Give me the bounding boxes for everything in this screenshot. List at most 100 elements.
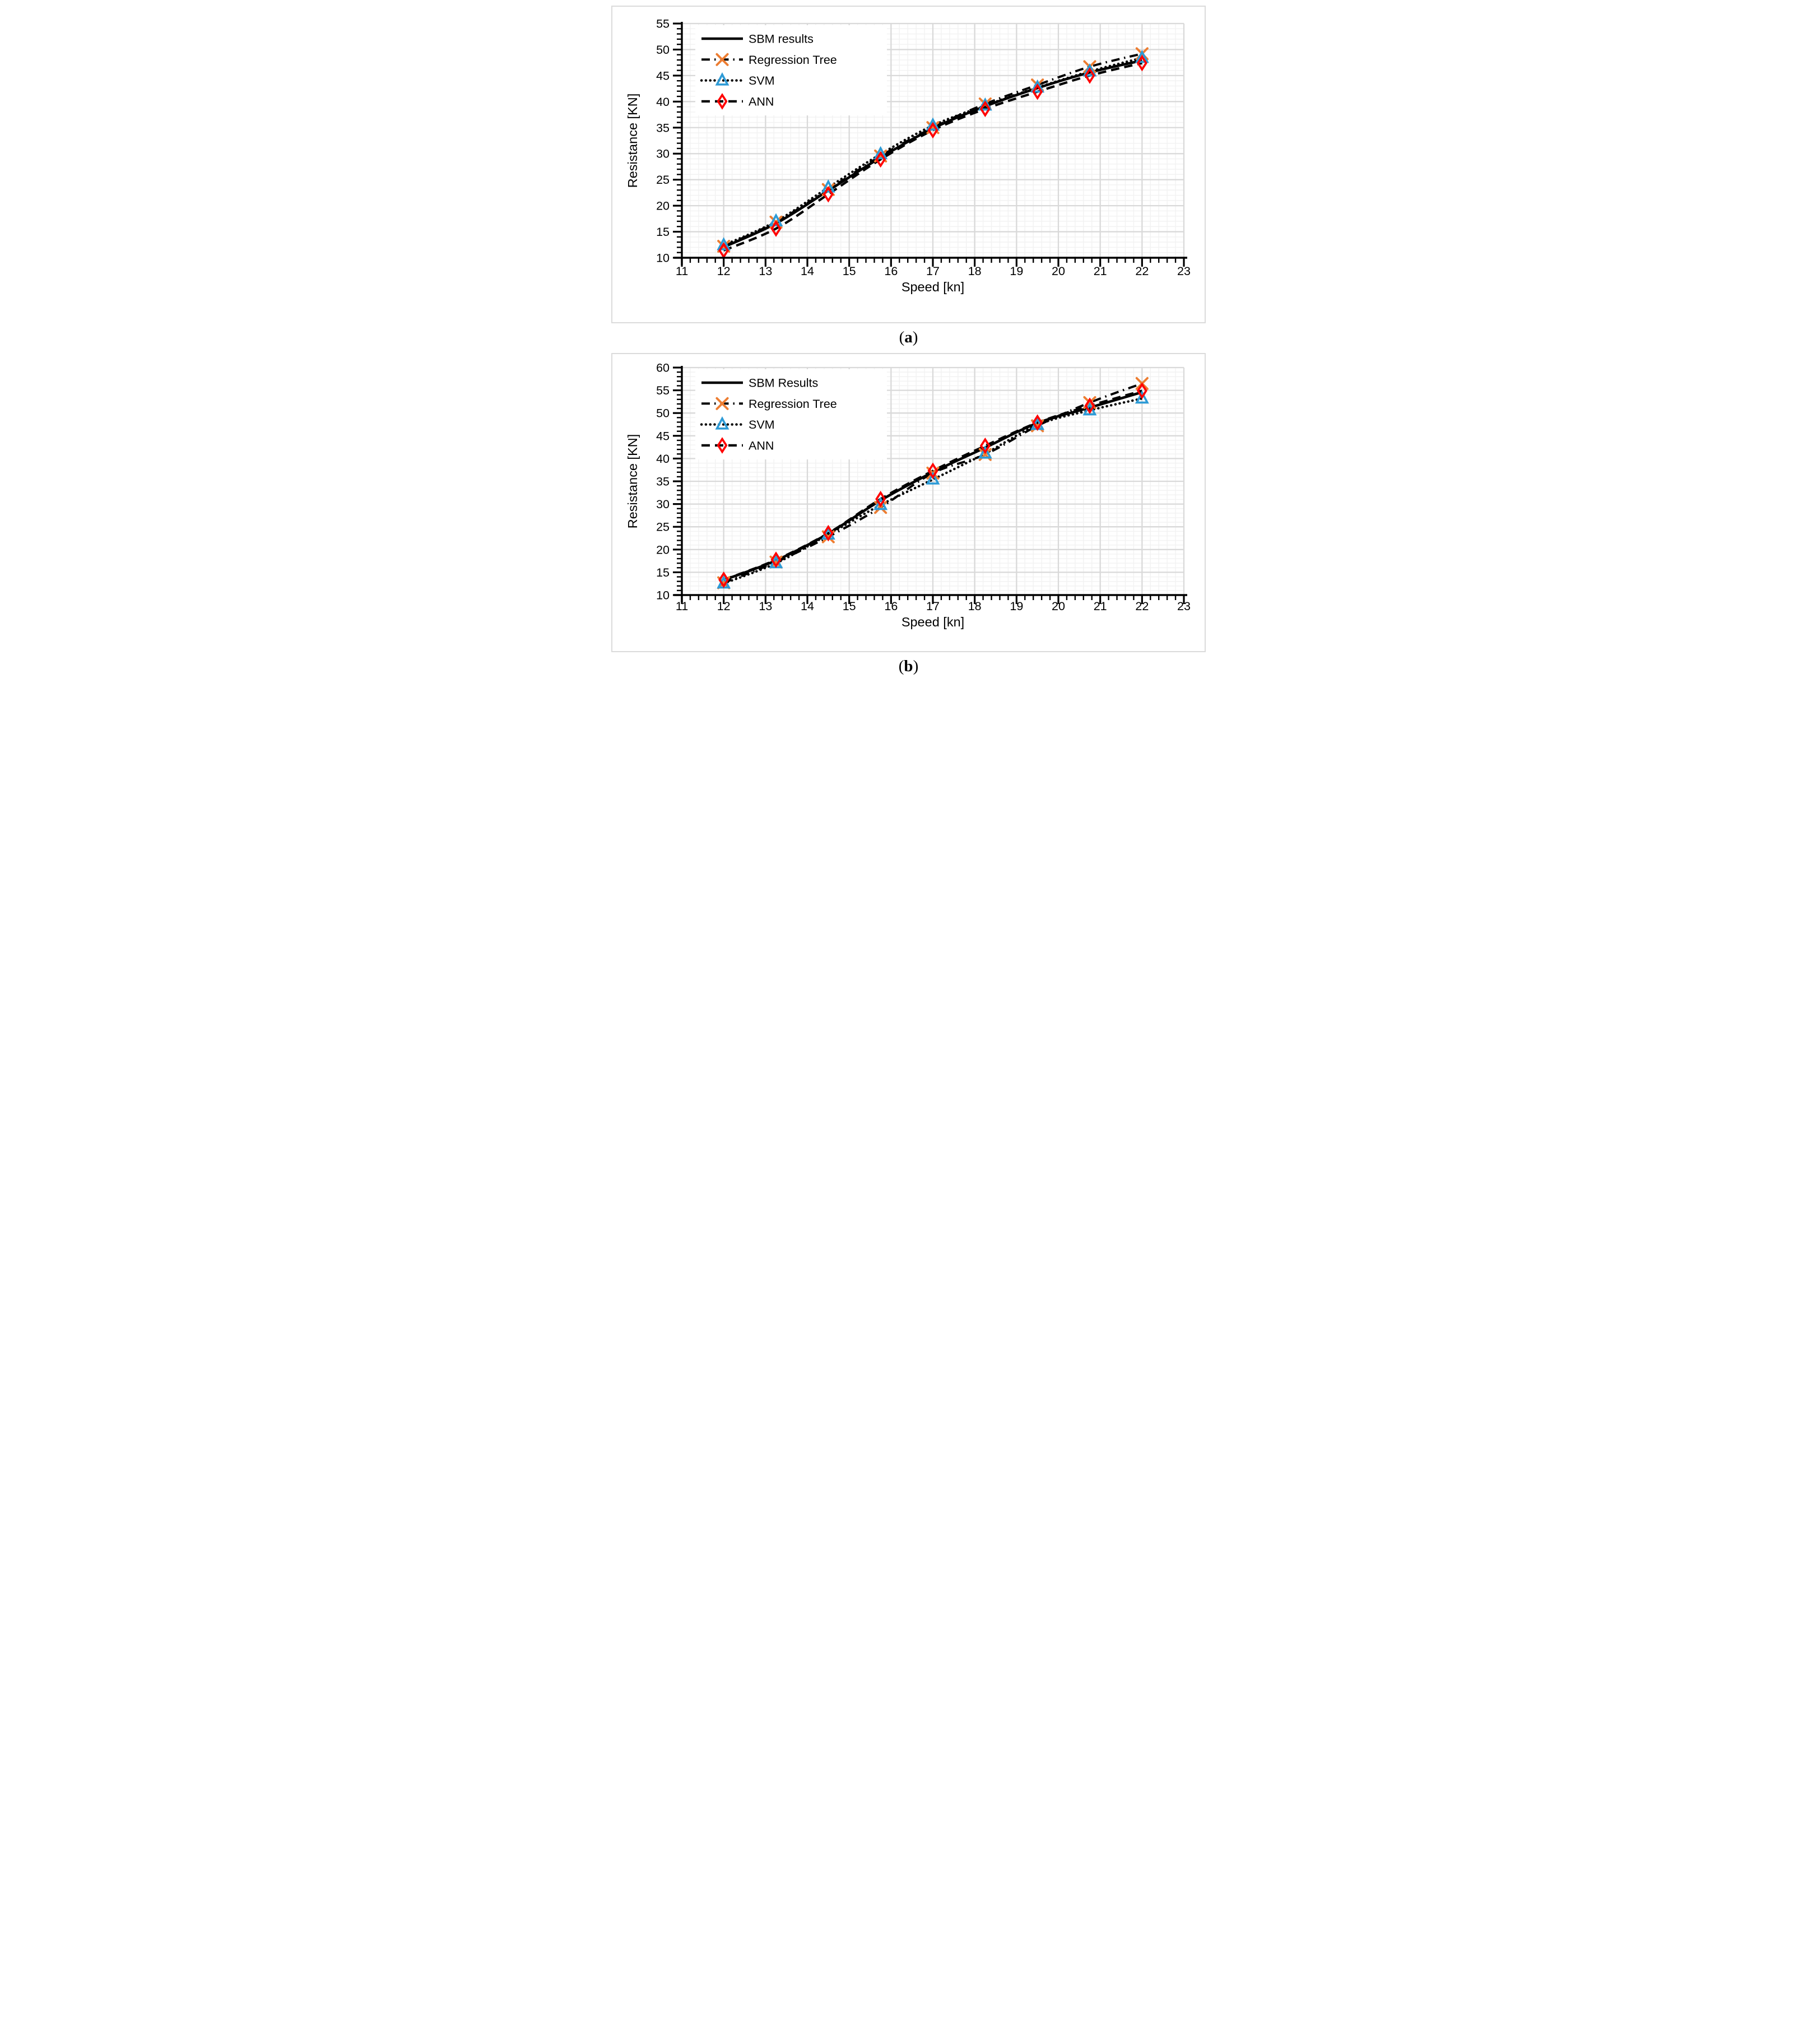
triangle-marker-icon bbox=[1135, 49, 1149, 63]
x-tick-label: 17 bbox=[926, 264, 940, 278]
y-tick-label: 55 bbox=[656, 384, 670, 397]
y-axis-title: Resistance [KN] bbox=[625, 94, 640, 188]
x-marker-icon bbox=[715, 53, 729, 66]
diamond-marker-icon bbox=[1084, 397, 1095, 415]
x-tick-label: 15 bbox=[843, 600, 856, 613]
caption-a-letter: a bbox=[904, 328, 913, 346]
legend-item-svm: SVM bbox=[700, 416, 775, 431]
diamond-marker-icon bbox=[822, 524, 834, 542]
y-tick-label: 20 bbox=[656, 543, 670, 556]
caption-b-close-paren: ) bbox=[913, 657, 919, 675]
diamond-marker-icon bbox=[717, 437, 728, 454]
series-markers-ann bbox=[718, 382, 1147, 588]
diamond-marker-icon bbox=[1032, 83, 1043, 100]
triangle-marker-icon bbox=[1030, 79, 1045, 93]
y-tick-label: 50 bbox=[656, 407, 670, 420]
triangle-marker-icon bbox=[717, 237, 731, 250]
y-tick-label: 10 bbox=[656, 589, 670, 602]
diamond-marker-icon bbox=[979, 100, 991, 118]
x-tick-label: 21 bbox=[1094, 600, 1107, 613]
legend-label: ANN bbox=[749, 95, 774, 108]
x-tick-label: 21 bbox=[1094, 264, 1107, 278]
legend: SBM results Regression Tree SVM ANN bbox=[695, 25, 887, 115]
y-tick-label: 50 bbox=[656, 43, 670, 57]
panel-b: 11 12 13 14 15 16 17 18 19 20 21 22 23 10 15 20 25 30 35 40… bbox=[611, 353, 1206, 652]
triangle-marker-icon bbox=[715, 416, 729, 430]
y-tick-label: 55 bbox=[656, 17, 670, 31]
axis-ticks bbox=[673, 22, 1185, 267]
series-line-ann bbox=[723, 62, 1142, 252]
diamond-marker-icon bbox=[875, 151, 886, 168]
y-tick-label: 15 bbox=[656, 225, 670, 239]
x-axis-title: Speed [kn] bbox=[901, 615, 964, 629]
legend-box bbox=[695, 25, 887, 115]
panel-a-caption: (a) bbox=[611, 323, 1206, 353]
x-tick-label: 23 bbox=[1177, 600, 1191, 613]
x-tick-label: 13 bbox=[759, 600, 772, 613]
legend-label: SVM bbox=[749, 74, 775, 87]
legend-label: SVM bbox=[749, 418, 775, 431]
diamond-marker-icon bbox=[1032, 414, 1043, 431]
triangle-marker-icon bbox=[873, 146, 888, 160]
legend-item-ann: ANN bbox=[701, 93, 774, 110]
x-tick-label: 18 bbox=[968, 600, 982, 613]
caption-a-open-paren: ( bbox=[899, 328, 905, 346]
diamond-marker-icon bbox=[770, 551, 782, 568]
triangle-marker-icon bbox=[715, 72, 729, 86]
x-tick-label: 23 bbox=[1177, 264, 1191, 278]
legend-item-sbm-results: SBM results bbox=[701, 32, 814, 46]
x-tick-label: 20 bbox=[1052, 264, 1065, 278]
legend-item-ann: ANN bbox=[701, 437, 774, 454]
y-tick-label: 35 bbox=[656, 475, 670, 489]
legend-item-regression-tree: Regression Tree bbox=[701, 53, 837, 67]
caption-b-letter: b bbox=[904, 657, 913, 675]
diamond-marker-icon bbox=[718, 571, 729, 588]
y-tick-label: 25 bbox=[656, 521, 670, 534]
x-tick-labels: 11 12 13 14 15 16 17 18 19 20 21 22 23 bbox=[676, 264, 1191, 278]
x-tick-labels: 11 12 13 14 15 16 17 18 19 20 21 22 23 bbox=[676, 600, 1191, 613]
x-tick-label: 11 bbox=[676, 264, 688, 278]
y-tick-label: 15 bbox=[656, 566, 670, 579]
panel-b-caption: (b) bbox=[611, 652, 1206, 682]
y-tick-label: 40 bbox=[656, 95, 670, 109]
x-marker-stroke bbox=[715, 397, 729, 410]
diamond-marker-icon bbox=[927, 462, 938, 480]
x-tick-label: 15 bbox=[843, 264, 856, 278]
diamond-marker-icon bbox=[1136, 382, 1147, 399]
chart-b-svg: 11 12 13 14 15 16 17 18 19 20 21 22 23 10 15 20 25 30 35 40… bbox=[612, 354, 1205, 651]
diamond-marker-icon bbox=[927, 122, 938, 139]
triangle-marker-icon bbox=[978, 445, 992, 459]
legend-label: Regression Tree bbox=[749, 53, 837, 67]
x-tick-label: 17 bbox=[926, 600, 940, 613]
caption-b-open-paren: ( bbox=[898, 657, 904, 675]
axis-ticks bbox=[673, 366, 1185, 604]
series-line-svm bbox=[722, 57, 1144, 247]
y-tick-label: 30 bbox=[656, 498, 670, 511]
triangle-marker-icon bbox=[821, 179, 835, 193]
diamond-marker-icon bbox=[1136, 54, 1147, 72]
y-tick-label: 45 bbox=[656, 429, 670, 443]
diamond-marker-icon bbox=[822, 185, 834, 203]
diamond-marker-icon bbox=[1084, 67, 1095, 84]
grid-major bbox=[682, 366, 1185, 595]
triangle-marker-icon bbox=[1082, 63, 1097, 77]
chart-a-svg: 11 12 13 14 15 16 17 18 19 20 21 22 23 10 15 20 25 30 35 40… bbox=[612, 7, 1205, 322]
diamond-marker-icon bbox=[770, 220, 782, 237]
x-tick-label: 14 bbox=[801, 264, 814, 278]
panel-a: 11 12 13 14 15 16 17 18 19 20 21 22 23 10 15 20 25 30 35 40… bbox=[611, 6, 1206, 323]
diamond-marker-icon bbox=[979, 437, 991, 454]
diamond-marker-icon bbox=[717, 93, 728, 110]
triangle-marker-icon bbox=[873, 496, 888, 510]
x-marker-stroke bbox=[715, 53, 729, 66]
y-axis-title: Resistance [KN] bbox=[625, 434, 640, 528]
series-line-svm bbox=[722, 397, 1144, 585]
legend-item-regression-tree: Regression Tree bbox=[701, 397, 837, 411]
y-tick-label: 20 bbox=[656, 199, 670, 213]
triangle-marker-icon bbox=[1135, 390, 1149, 404]
x-tick-label: 12 bbox=[717, 600, 731, 613]
legend-box bbox=[695, 369, 887, 459]
legend-label: SBM results bbox=[749, 32, 814, 46]
triangle-marker-icon bbox=[926, 471, 940, 485]
triangle-marker-icon bbox=[926, 117, 940, 131]
series-markers-svm bbox=[717, 49, 1149, 250]
